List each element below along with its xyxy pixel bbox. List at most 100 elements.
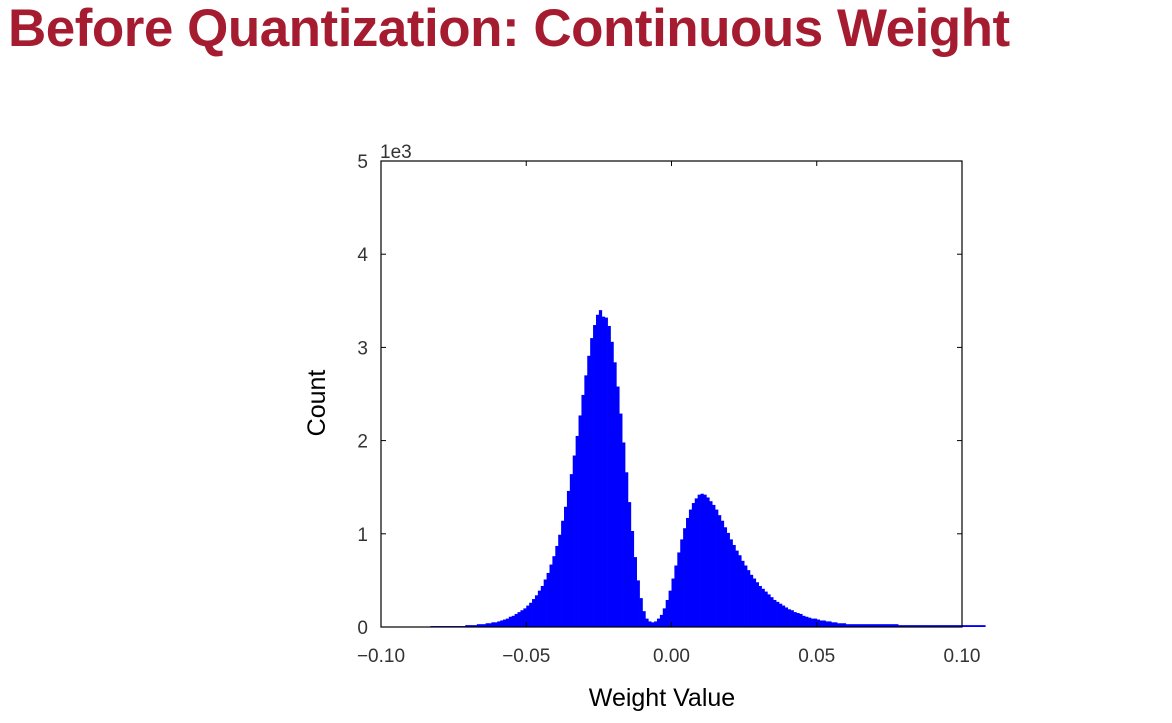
histogram-bar [720, 520, 725, 627]
histogram-bars [430, 310, 986, 627]
histogram-bar [747, 570, 751, 627]
histogram-bar [970, 625, 974, 627]
histogram-bar [505, 618, 510, 627]
histogram-bar [909, 625, 913, 627]
chart-ticks: −0.10 −0.05 0.00 0.05 0.10 0 1 2 3 4 5 [357, 152, 981, 667]
histogram-bar [645, 618, 649, 627]
histogram-bar [877, 624, 881, 627]
histogram-bar [770, 597, 774, 627]
histogram-bar [735, 550, 739, 627]
histogram-bar [712, 504, 716, 627]
histogram-bar [593, 325, 597, 627]
histogram-bar [537, 590, 542, 627]
histogram-bar [500, 620, 504, 627]
histogram-bar [473, 625, 478, 627]
histogram-bar [808, 617, 812, 627]
histogram-bar [491, 622, 495, 627]
histogram-bar [790, 610, 794, 627]
histogram-bar [755, 582, 760, 627]
y-tick-label: 5 [357, 152, 368, 173]
histogram-bar [656, 618, 661, 627]
histogram-bar [898, 625, 902, 627]
histogram-bar [508, 616, 513, 627]
histogram-bar [633, 557, 637, 627]
histogram-bar [723, 527, 728, 627]
histogram-bar [674, 565, 678, 627]
histogram-bar [479, 624, 484, 627]
histogram-bar [639, 598, 643, 627]
histogram-bar [752, 578, 757, 627]
histogram-bar [732, 544, 736, 627]
histogram-bar [793, 612, 797, 627]
histogram-bar [741, 560, 745, 627]
histogram-bar [555, 545, 559, 627]
histogram-bar [566, 490, 571, 627]
histogram-bar [866, 624, 870, 627]
histogram-bar [700, 493, 704, 627]
y-multiplier-label: 1e3 [380, 142, 412, 163]
histogram-bar [654, 621, 658, 627]
histogram-bar [805, 616, 809, 627]
histogram-bar [610, 341, 614, 627]
histogram-bar [950, 625, 954, 627]
histogram-bar [912, 625, 916, 627]
histogram-bar [703, 494, 707, 627]
x-tick-label: 0.10 [944, 646, 981, 667]
histogram-bar [822, 620, 826, 627]
histogram-bar [930, 625, 934, 627]
histogram-bar [903, 625, 908, 627]
histogram-bar [979, 625, 983, 627]
histogram-bar [694, 498, 698, 627]
histogram-bar [967, 625, 972, 627]
histogram-bar [947, 625, 951, 627]
histogram-bar [584, 375, 588, 627]
histogram-bar [773, 599, 777, 627]
histogram-bar [709, 501, 713, 627]
histogram-bar [729, 539, 733, 627]
histogram-bar [607, 325, 611, 627]
histogram-bar [569, 474, 574, 627]
histogram-bar [476, 624, 481, 627]
histogram-bar [781, 605, 786, 627]
histogram-bar [825, 621, 829, 627]
histogram-bar [671, 578, 675, 627]
histogram-bar [973, 625, 977, 627]
histogram-bar [659, 614, 664, 627]
histogram-bar [764, 591, 768, 627]
histogram-bar [857, 624, 861, 627]
histogram-bar [697, 494, 701, 627]
histogram-bar [834, 622, 838, 627]
histogram-bar [604, 317, 608, 627]
histogram-bar [665, 599, 669, 627]
histogram-bar [717, 515, 722, 627]
histogram-bar [564, 506, 568, 627]
histogram-bar [485, 623, 489, 627]
histogram-bar [895, 624, 899, 627]
histogram-bar [543, 579, 547, 627]
x-tick-label: 0.05 [798, 646, 835, 667]
histogram-bar [627, 502, 632, 627]
histogram-bar [886, 624, 890, 627]
y-tick-label: 2 [357, 432, 368, 453]
histogram-bar [691, 503, 696, 627]
histogram-bar [813, 618, 818, 627]
histogram-bar [761, 588, 765, 627]
histogram-bar [935, 625, 940, 627]
histogram-bar [578, 415, 582, 627]
histogram-bar [686, 517, 690, 627]
histogram-bar [616, 386, 620, 627]
histogram-bar [889, 624, 893, 627]
histogram-bar [601, 316, 606, 627]
histogram-bar [517, 612, 521, 627]
histogram-bar [941, 625, 945, 627]
histogram-bar [726, 532, 730, 627]
histogram-bar [590, 338, 594, 627]
histogram-bar [595, 314, 600, 627]
x-tick-label: −0.05 [502, 646, 550, 667]
histogram-bar [871, 624, 876, 627]
histogram-bar [796, 613, 800, 627]
histogram-bar [497, 621, 501, 627]
histogram-bar [680, 539, 684, 627]
